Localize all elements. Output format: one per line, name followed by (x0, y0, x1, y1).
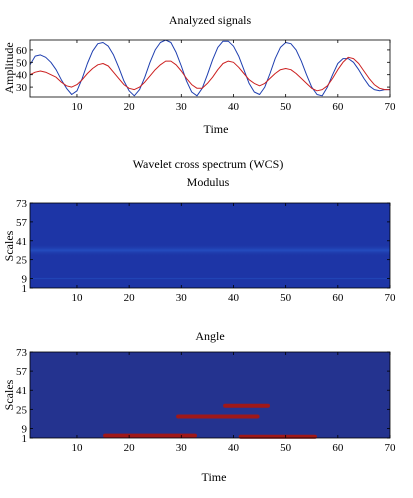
angle-x-tick-label: 60 (332, 442, 344, 454)
signals-y-tick-label: 60 (16, 45, 28, 57)
signals-y-tick-label: 40 (16, 70, 28, 82)
angle-streak-3 (103, 433, 197, 438)
angle-x-tick-label: 40 (228, 442, 240, 454)
modulus-x-tick-label: 60 (332, 292, 344, 304)
modulus-plot: 10 20 30 40 50 60 70 19 25 41 57 73 (16, 165, 396, 304)
angle-streaks (103, 403, 317, 439)
modulus-features (30, 165, 390, 280)
signals-x-tick-label: 60 (332, 101, 344, 113)
modulus-y-axis-label: Scales (2, 230, 16, 261)
modulus-y-tick-label: 73 (16, 198, 28, 210)
signals-y-tick-label: 50 (16, 57, 28, 69)
wcs-subtitle: Modulus (187, 175, 230, 189)
angle-x-tick-label: 10 (71, 442, 83, 454)
angle-title: Angle (195, 329, 224, 343)
angle-ticks: 10 20 30 40 50 60 70 19 25 41 57 73 (16, 347, 396, 454)
signals-y-tick-label: 30 (16, 82, 28, 94)
angle-axes-box (29, 351, 391, 439)
signals-x-tick-label: 50 (280, 101, 292, 113)
signal-series-line-2 (30, 56, 390, 92)
signals-title: Analyzed signals (169, 13, 252, 27)
angle-y-tick-label: 41 (16, 385, 27, 397)
angle-y-tick-label: 9 (22, 423, 28, 435)
signals-x-tick-label: 30 (176, 101, 188, 113)
modulus-x-tick-label: 20 (124, 292, 136, 304)
signal-series-line-1 (30, 40, 390, 97)
angle-streak-2 (176, 414, 260, 419)
angle-x-tick-label: 70 (385, 442, 397, 454)
angle-x-tick-label: 20 (124, 442, 136, 454)
angle-x-tick-label: 30 (176, 442, 188, 454)
modulus-y-tick-label: 57 (16, 217, 28, 229)
modulus-y-tick-label: 9 (22, 274, 28, 286)
modulus-peak-1 (77, 165, 348, 241)
signals-y-axis-label: Amplitude (2, 42, 16, 93)
modulus-band-1 (30, 244, 390, 257)
angle-y-tick-label: 25 (16, 404, 28, 416)
signals-x-tick-label: 10 (71, 101, 83, 113)
modulus-x-tick-label: 50 (280, 292, 292, 304)
modulus-axes-box (29, 202, 391, 289)
angle-y-axis-label: Scales (2, 379, 16, 410)
modulus-y-tick-label: 41 (16, 236, 27, 248)
modulus-x-tick-label: 10 (71, 292, 83, 304)
signals-lines (30, 40, 390, 97)
modulus-y-tick-label: 1 (22, 283, 28, 295)
modulus-x-tick-label: 70 (385, 292, 397, 304)
angle-x-axis-label: Time (202, 470, 227, 484)
signals-x-axis-label: Time (204, 122, 229, 136)
modulus-band-2 (30, 277, 390, 280)
angle-plot: 10 20 30 40 50 60 70 19 25 41 57 73 (16, 347, 396, 454)
angle-streak-1 (223, 403, 270, 408)
modulus-x-tick-label: 30 (176, 292, 188, 304)
signals-x-tick-label: 40 (228, 101, 240, 113)
angle-x-tick-label: 50 (280, 442, 292, 454)
angle-heatmap-background (30, 352, 390, 438)
modulus-ticks: 10 20 30 40 50 60 70 19 25 41 57 73 (16, 198, 396, 304)
modulus-y-tick-label: 25 (16, 255, 28, 267)
signals-x-tick-label: 20 (124, 101, 136, 113)
angle-y-tick-label: 73 (16, 347, 28, 359)
angle-y-tick-label: 1 (22, 433, 28, 445)
angle-y-tick-label: 57 (16, 366, 28, 378)
signals-axes-box (29, 39, 391, 98)
modulus-x-tick-label: 40 (228, 292, 240, 304)
signals-x-tick-label: 70 (385, 101, 397, 113)
wcs-title: Wavelet cross spectrum (WCS) (133, 157, 284, 171)
